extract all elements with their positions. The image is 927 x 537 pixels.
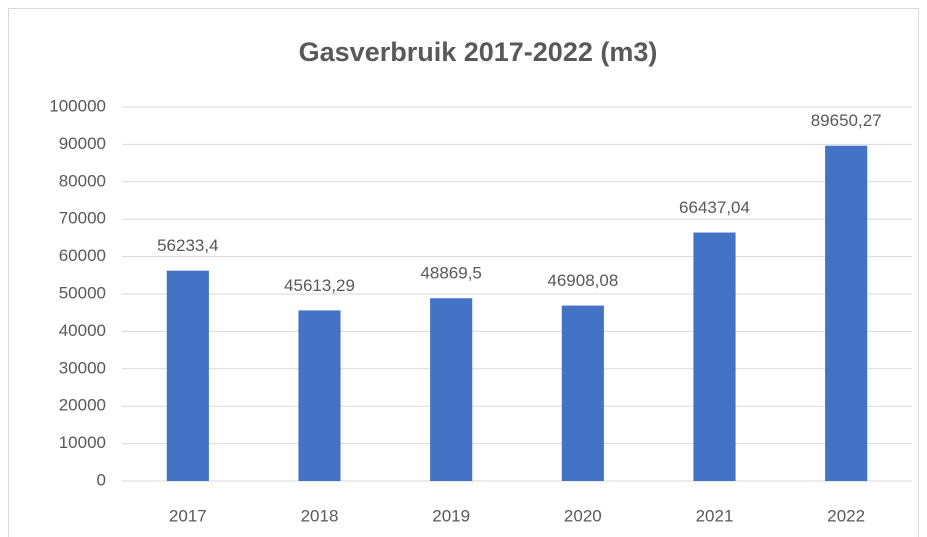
x-tick-label: 2021: [696, 506, 734, 525]
bar: [166, 270, 209, 481]
y-tick-label: 40000: [59, 321, 106, 340]
bar: [298, 310, 341, 481]
chart-title: Gasverbruik 2017-2022 (m3): [299, 37, 658, 67]
x-tick-label: 2017: [169, 506, 207, 525]
y-tick-label: 90000: [59, 134, 106, 153]
y-tick-label: 100000: [49, 96, 106, 115]
x-tick-label: 2019: [432, 506, 470, 525]
bar: [430, 298, 473, 481]
y-tick-label: 60000: [59, 246, 106, 265]
data-label: 56233,4: [157, 236, 218, 255]
y-tick-label: 70000: [59, 209, 106, 228]
bar: [825, 145, 868, 481]
data-label: 89650,27: [811, 111, 882, 130]
y-tick-label: 80000: [59, 171, 106, 190]
y-tick-label: 20000: [59, 396, 106, 415]
y-tick-label: 50000: [59, 283, 106, 302]
x-tick-label: 2018: [301, 506, 339, 525]
y-tick-label: 10000: [59, 433, 106, 452]
bar: [561, 305, 604, 481]
y-tick-label: 30000: [59, 358, 106, 377]
x-tick-label: 2020: [564, 506, 602, 525]
bar: [693, 232, 736, 481]
data-label: 66437,04: [679, 198, 750, 217]
data-label: 46908,08: [547, 271, 618, 290]
y-tick-label: 0: [97, 470, 106, 489]
data-label: 48869,5: [420, 264, 481, 283]
x-tick-label: 2022: [827, 506, 865, 525]
data-label: 45613,29: [284, 276, 355, 295]
